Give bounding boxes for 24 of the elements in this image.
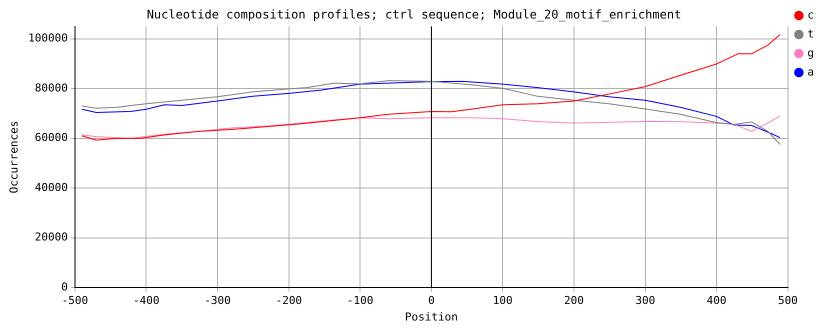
x-tick-label: 100 — [492, 294, 513, 308]
chart-title: Nucleotide composition profiles; ctrl sequence; Module_20_motif_enrichment — [146, 7, 682, 22]
legend-label: c — [807, 8, 814, 22]
y-tick-label: 20000 — [34, 230, 68, 244]
legend-label: t — [807, 27, 814, 40]
x-tick-label: -100 — [346, 294, 374, 308]
x-tick-label: 0 — [428, 294, 435, 308]
y-tick-label: 40000 — [34, 180, 68, 194]
y-tick-label: 80000 — [34, 81, 68, 94]
y-tick-label: 100000 — [28, 32, 68, 45]
x-axis-title: Position — [404, 310, 458, 324]
x-tick-label: 300 — [635, 294, 656, 308]
y-tick-label: 0 — [61, 280, 68, 294]
y-tick-label: 60000 — [34, 131, 68, 144]
x-tick-label: -300 — [204, 294, 231, 308]
y-axis-title: Occurrences — [7, 120, 20, 194]
x-tick-label: -200 — [276, 294, 302, 308]
x-tick-label: -500 — [62, 294, 88, 308]
x-tick-label: -400 — [132, 294, 160, 308]
legend-label: g — [807, 46, 814, 60]
x-tick-label: 200 — [564, 294, 584, 308]
x-tick-label: 500 — [778, 294, 798, 308]
legend-label: a — [807, 65, 814, 78]
x-tick-label: 400 — [706, 294, 727, 308]
